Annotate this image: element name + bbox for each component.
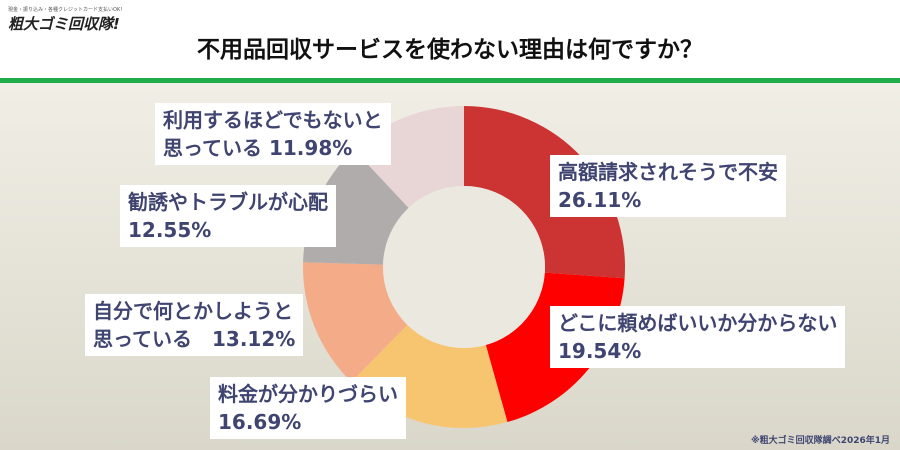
label-3: 自分で何とかしようと 思っている 13.12%: [85, 294, 304, 356]
label-1: どこに頼めばいいか分からない 19.54%: [550, 306, 846, 368]
slice-0: [464, 106, 625, 279]
donut-hole: [383, 186, 545, 348]
source-note: ※粗大ゴミ回収隊調べ2026年1月: [750, 436, 890, 446]
page-title: 不用品回収サービスを使わない理由は何ですか？: [197, 37, 703, 63]
logo[interactable]: 現金・振り込み・各種クレジットカード支払いOK! 粗大ゴミ回収隊!: [8, 7, 123, 33]
label-2: 料金が分かりづらい 16.69%: [210, 377, 406, 439]
label-5: 利用するほどでもないと 思っている 11.98%: [155, 103, 391, 165]
label-0: 高額請求されそうで不安 26.11%: [550, 155, 786, 217]
slice-3: [303, 262, 408, 382]
header: [0, 0, 900, 78]
divider: [0, 78, 900, 83]
label-4: 勧誘やトラブルが心配 12.55%: [120, 185, 336, 247]
